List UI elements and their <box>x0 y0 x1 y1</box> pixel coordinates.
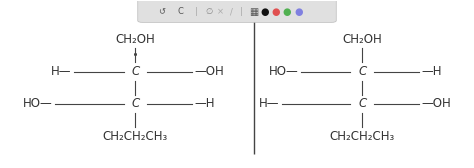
Text: —H: —H <box>194 97 215 111</box>
Text: |: | <box>240 7 243 16</box>
Text: CH₂OH: CH₂OH <box>342 33 382 46</box>
Text: /: / <box>230 7 233 16</box>
Text: H—: H— <box>51 65 72 78</box>
Text: —H: —H <box>421 65 442 78</box>
Text: HO—: HO— <box>269 65 299 78</box>
Text: C: C <box>131 97 139 111</box>
Text: —OH: —OH <box>421 97 451 111</box>
Text: C: C <box>131 65 139 78</box>
Text: C: C <box>358 65 366 78</box>
Text: CH₂OH: CH₂OH <box>116 33 155 46</box>
Text: ▦: ▦ <box>249 7 258 16</box>
FancyBboxPatch shape <box>138 0 336 22</box>
Text: ●: ● <box>283 7 292 16</box>
Text: C: C <box>177 7 183 16</box>
Text: CH₂CH₂CH₃: CH₂CH₂CH₃ <box>103 130 168 143</box>
Text: |: | <box>195 7 198 16</box>
Text: C: C <box>358 97 366 111</box>
Text: ●: ● <box>272 7 280 16</box>
Text: —OH: —OH <box>194 65 224 78</box>
Text: ×: × <box>217 7 224 16</box>
Text: HO—: HO— <box>23 97 53 111</box>
Text: ∅: ∅ <box>205 7 212 16</box>
Text: H—: H— <box>259 97 280 111</box>
Text: CH₂CH₂CH₃: CH₂CH₂CH₃ <box>329 130 395 143</box>
Text: ●: ● <box>260 7 269 16</box>
Text: ↺: ↺ <box>158 7 165 16</box>
Text: ●: ● <box>294 7 303 16</box>
